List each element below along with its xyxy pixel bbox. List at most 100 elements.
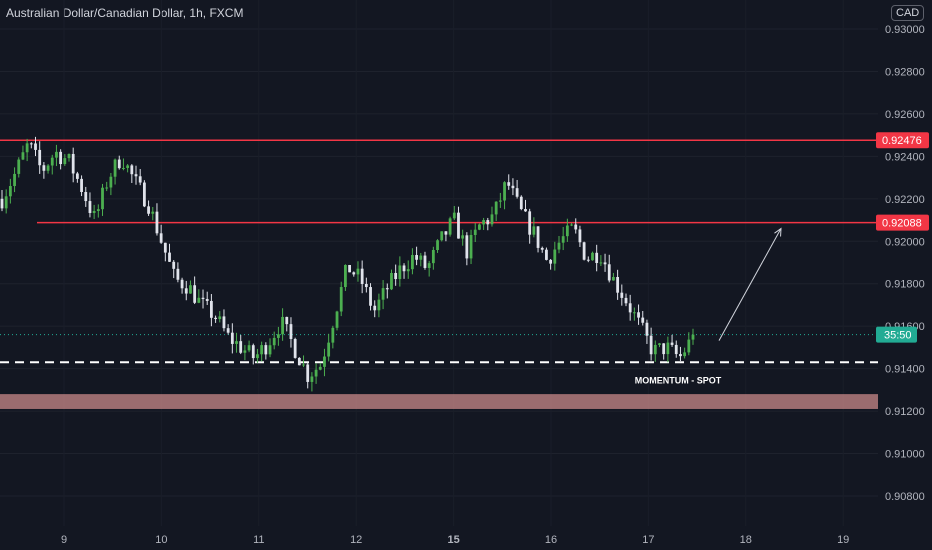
candle-body xyxy=(84,192,88,202)
candle-body xyxy=(419,255,423,260)
candle xyxy=(507,174,511,190)
candle-body xyxy=(641,317,645,323)
candle xyxy=(293,337,297,359)
candle xyxy=(0,190,4,212)
candle-body xyxy=(335,311,339,328)
candle xyxy=(364,277,368,293)
resistance-price-label: 0.92476 xyxy=(882,135,922,147)
candle-body xyxy=(632,312,636,314)
candle xyxy=(268,338,272,358)
candle xyxy=(285,316,289,332)
candle xyxy=(272,331,276,350)
candle-body xyxy=(624,297,628,304)
candle xyxy=(180,277,184,294)
time-axis[interactable]: 9 10 11 12 15 16 17 18 19 xyxy=(61,534,849,546)
candle xyxy=(176,262,180,283)
candle xyxy=(415,246,418,266)
candle-body xyxy=(352,272,356,275)
time-tick-label: 10 xyxy=(155,534,167,546)
candle-body xyxy=(130,165,134,175)
candle xyxy=(381,280,385,310)
candle xyxy=(616,269,620,300)
price-tick-label: 0.92000 xyxy=(885,236,925,248)
candle-body xyxy=(599,262,603,264)
candle-body xyxy=(427,263,431,268)
candle-body xyxy=(176,268,180,280)
candle xyxy=(88,192,92,218)
currency-button[interactable]: CAD xyxy=(891,5,925,21)
candle xyxy=(243,345,247,361)
candle-body xyxy=(482,220,486,225)
candle xyxy=(281,308,284,341)
candle-body xyxy=(0,198,4,209)
candle-body xyxy=(281,316,284,335)
candle xyxy=(126,164,130,173)
candle-body xyxy=(4,196,8,209)
candle xyxy=(323,348,326,377)
candle xyxy=(524,199,527,212)
candle-body xyxy=(277,334,280,338)
candle xyxy=(356,261,360,282)
candle xyxy=(482,217,486,230)
candle-body xyxy=(360,268,364,284)
candle xyxy=(360,260,364,294)
candle-body xyxy=(637,312,640,318)
candle-body xyxy=(582,242,586,260)
price-axis[interactable]: 0.93000 0.92800 0.92600 0.92400 0.92200 0.920… xyxy=(876,24,929,503)
candle xyxy=(318,362,322,371)
candle xyxy=(105,181,109,192)
candle-body xyxy=(230,332,234,344)
candle xyxy=(134,165,138,185)
candle-body xyxy=(289,324,293,339)
candle-body xyxy=(574,224,578,230)
candle-body xyxy=(209,300,213,318)
candle-body xyxy=(503,182,506,201)
candle-body xyxy=(310,376,314,382)
candle-body xyxy=(251,345,255,359)
candle xyxy=(38,141,42,174)
candle xyxy=(565,218,569,242)
candle-body xyxy=(406,269,410,272)
candle-body xyxy=(532,226,536,235)
candle xyxy=(260,341,264,362)
candle-body xyxy=(55,151,58,158)
candle-body xyxy=(524,209,527,212)
candle xyxy=(130,164,134,184)
candle-body xyxy=(381,288,385,300)
candle xyxy=(687,332,691,356)
candle-body xyxy=(461,235,465,239)
price-tick-label: 0.91800 xyxy=(885,279,925,291)
candle-body xyxy=(385,288,389,290)
candle-body xyxy=(348,265,351,273)
candle-body xyxy=(247,345,251,351)
candle-body xyxy=(356,268,360,275)
candle xyxy=(4,189,8,214)
candle xyxy=(247,340,251,353)
candle-body xyxy=(607,264,611,281)
candle xyxy=(632,307,636,321)
price-tick-label: 0.91000 xyxy=(885,449,925,461)
candle xyxy=(448,216,452,237)
price-tick-label: 0.92200 xyxy=(885,194,925,206)
candle-body xyxy=(586,259,590,261)
candle-body xyxy=(666,342,670,355)
candle xyxy=(431,246,435,270)
candle xyxy=(46,164,50,174)
chart-title: Australian Dollar/Canadian Dollar, 1h, F… xyxy=(6,6,244,20)
candle xyxy=(101,183,104,216)
candle-body xyxy=(436,240,439,251)
candle-body xyxy=(612,277,615,281)
candle-body xyxy=(431,250,435,264)
candle xyxy=(469,229,473,265)
candle xyxy=(335,310,339,331)
candle-body xyxy=(314,369,318,377)
candle-body xyxy=(390,272,393,290)
candle-body xyxy=(38,149,42,166)
candle xyxy=(239,334,243,355)
candle-body xyxy=(163,242,167,253)
candle xyxy=(344,264,347,291)
candle-body xyxy=(478,224,481,230)
candle-body xyxy=(113,159,117,177)
candle-body xyxy=(440,231,444,241)
